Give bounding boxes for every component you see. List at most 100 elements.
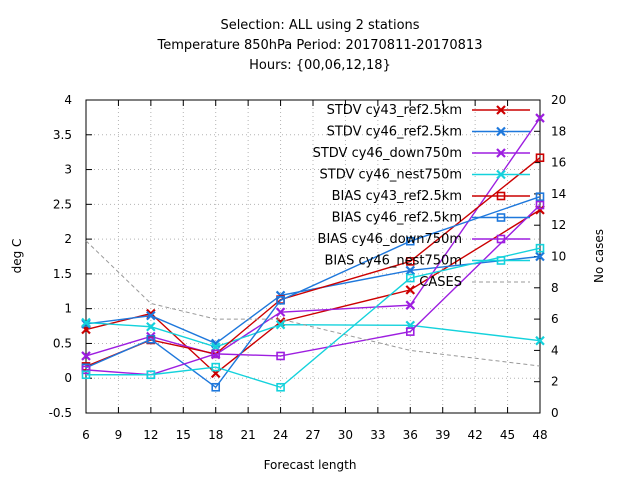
x-tick-label: 42 — [468, 428, 483, 442]
data-point — [405, 300, 416, 310]
series-line — [85, 196, 541, 389]
legend-item: BIAS cy46_ref2.5km — [332, 211, 530, 226]
data-point — [535, 153, 545, 163]
series-line — [85, 209, 541, 375]
y2-tick-label: 8 — [551, 281, 559, 295]
legend-marker — [496, 213, 506, 222]
legend-item: CASES — [419, 275, 530, 290]
x-axis-label: Forecast length — [264, 458, 357, 472]
x-tick-label: 39 — [435, 428, 450, 442]
y2-tick-label: 16 — [551, 156, 566, 170]
x-tick-label: 27 — [305, 428, 320, 442]
data-point — [146, 321, 156, 332]
data-point — [535, 113, 545, 123]
y2-tick-label: 4 — [551, 343, 559, 357]
data-point — [211, 362, 221, 372]
x-tick-label: 36 — [403, 428, 418, 442]
chart-title-line-2: Temperature 850hPa Period: 20170811-2017… — [157, 38, 483, 53]
x-tick-label: 15 — [176, 428, 191, 442]
axes: 6 9 12 15 18 21 24 27 30 33 36 39 42 45 48-0.500.511.5… — [49, 93, 567, 442]
legend-marker — [496, 148, 506, 158]
legend-label: BIAS cy46_ref2.5km — [332, 211, 462, 226]
legend-label: STDV cy46_down750m — [313, 146, 462, 161]
series-3 — [81, 317, 545, 352]
series-line — [85, 240, 541, 367]
x-tick-label: 24 — [273, 428, 288, 442]
data-point — [276, 296, 285, 305]
legend-label: BIAS cy43_ref2.5km — [332, 189, 462, 204]
data-point — [211, 349, 221, 359]
y-tick-label: -0.5 — [49, 406, 72, 420]
data-point — [535, 200, 545, 210]
legend-item: BIAS cy46_down750m — [318, 232, 530, 247]
legend-item: STDV cy46_down750m — [313, 146, 530, 161]
y2-tick-label: 18 — [551, 124, 566, 138]
data-point — [535, 251, 545, 262]
legend-marker — [496, 126, 506, 137]
chart-title-line-3: Hours: {00,06,12,18} — [249, 58, 391, 73]
series-line — [85, 321, 541, 348]
series-5 — [81, 192, 545, 392]
x-tick-label: 6 — [82, 428, 90, 442]
y-tick-label: 1 — [64, 302, 72, 316]
legend-item: STDV cy43_ref2.5km — [327, 103, 530, 118]
series-7 — [81, 243, 545, 392]
series-0 — [81, 205, 545, 379]
y2-tick-label: 20 — [551, 93, 566, 107]
y-tick-label: 2 — [64, 232, 72, 246]
y-axis-label: deg C — [10, 239, 24, 274]
data-point — [275, 319, 286, 330]
legend-label: BIAS cy46_down750m — [318, 232, 462, 247]
legend-marker — [496, 191, 506, 201]
data-point — [405, 273, 415, 283]
y2-tick-label: 10 — [551, 250, 566, 264]
legend: STDV cy43_ref2.5km STDV cy46_ref2.5km STDV… — [313, 103, 530, 290]
legend-marker — [496, 256, 506, 265]
legend-label: BIAS cy46_nest750m — [325, 254, 463, 269]
data-point — [81, 351, 91, 361]
series-line — [85, 117, 541, 357]
y2-tick-label: 14 — [551, 187, 566, 201]
y-tick-label: 4 — [64, 93, 72, 107]
y2-tick-label: 2 — [551, 375, 559, 389]
data-point — [405, 257, 415, 266]
legend-item: STDV cy46_ref2.5km — [327, 125, 530, 140]
y-tick-label: 0.5 — [53, 336, 72, 350]
series-6 — [81, 200, 545, 380]
data-point — [535, 192, 545, 201]
data-point — [405, 265, 416, 276]
y2-axis-label: No cases — [592, 229, 606, 283]
legend-label: STDV cy46_nest750m — [320, 168, 462, 183]
data-point — [405, 236, 415, 246]
legend-item: BIAS cy43_ref2.5km — [332, 189, 530, 204]
data-point — [146, 370, 156, 380]
series-line — [86, 247, 541, 389]
series-layer — [81, 113, 545, 392]
data-point — [405, 327, 415, 336]
data-point — [276, 351, 285, 361]
y-tick-label: 0 — [64, 371, 72, 385]
data-point — [535, 243, 545, 253]
x-tick-label: 33 — [370, 428, 385, 442]
data-point — [81, 365, 91, 375]
chart-title-line-1: Selection: ALL using 2 stations — [220, 18, 420, 33]
legend-marker — [496, 169, 506, 180]
legend-item: STDV cy46_nest750m — [320, 168, 530, 183]
y-tick-label: 2.5 — [53, 197, 72, 211]
legend-marker — [496, 234, 506, 244]
legend-item: BIAS cy46_nest750m — [325, 254, 530, 269]
data-point — [275, 307, 286, 317]
series-8 — [85, 240, 541, 367]
x-tick-label: 45 — [500, 428, 515, 442]
series-line — [85, 204, 541, 376]
data-point — [276, 382, 285, 392]
y-tick-label: 1.5 — [53, 267, 72, 281]
data-point — [146, 310, 156, 321]
y2-tick-label: 6 — [551, 312, 559, 326]
data-point — [146, 334, 156, 344]
y2-tick-label: 12 — [551, 218, 566, 232]
legend-marker — [496, 105, 506, 115]
x-tick-label: 18 — [208, 428, 223, 442]
data-point — [81, 317, 91, 328]
